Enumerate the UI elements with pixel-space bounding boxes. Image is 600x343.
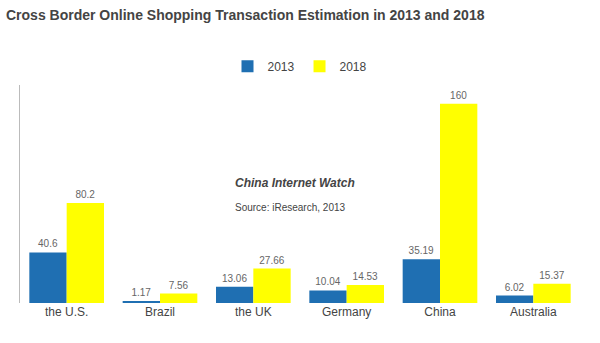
svg-text:China Internet Watch: China Internet Watch [235,176,355,190]
svg-text:the U.S.: the U.S. [45,305,88,319]
svg-text:the UK: the UK [235,305,272,319]
svg-text:15.37: 15.37 [539,270,564,281]
svg-text:Cross Border Online Shopping T: Cross Border Online Shopping Transaction… [6,7,485,23]
svg-text:14.53: 14.53 [353,271,378,282]
svg-text:13.06: 13.06 [222,273,247,284]
svg-text:China: China [424,305,456,319]
svg-text:2018: 2018 [340,60,367,74]
svg-text:Australia: Australia [510,305,557,319]
svg-text:35.19: 35.19 [409,245,434,256]
svg-text:2013: 2013 [268,60,295,74]
svg-text:10.04: 10.04 [315,276,340,287]
svg-text:Brazil: Brazil [145,305,175,319]
svg-text:160: 160 [450,90,467,101]
svg-text:27.66: 27.66 [259,255,284,266]
svg-text:1.17: 1.17 [131,287,151,298]
svg-text:6.02: 6.02 [505,282,525,293]
svg-text:80.2: 80.2 [75,189,95,200]
svg-text:40.6: 40.6 [38,238,58,249]
svg-text:Source: iResearch, 2013: Source: iResearch, 2013 [235,202,346,213]
svg-text:7.56: 7.56 [169,280,189,291]
svg-text:Germany: Germany [322,305,371,319]
